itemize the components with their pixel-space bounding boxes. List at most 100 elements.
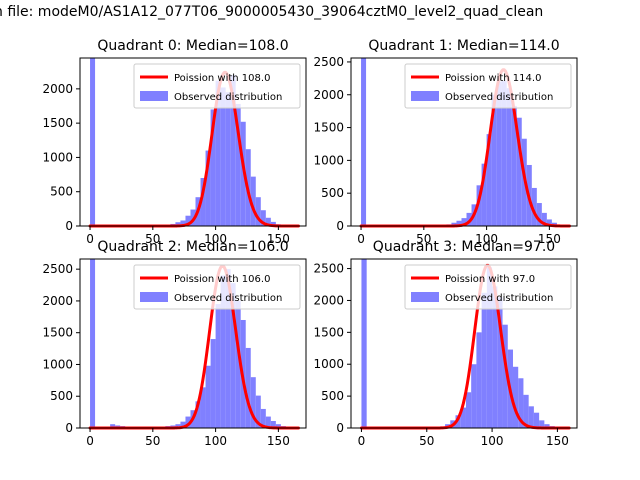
x-tick-label: 150: [267, 232, 290, 246]
histogram-bar: [185, 215, 191, 226]
x-tick-label: 0: [86, 232, 94, 246]
histogram-bar: [491, 94, 497, 226]
y-tick-label: 500: [50, 389, 73, 403]
histogram-bar: [90, 58, 96, 226]
histogram-bar: [501, 80, 507, 226]
histogram-bar: [456, 220, 462, 226]
axes-frame: [79, 57, 307, 227]
x-tick-label: 150: [538, 232, 561, 246]
histogram-bar: [486, 267, 493, 428]
y-tick-label: 1000: [313, 153, 344, 167]
y-tick-label: 2500: [313, 262, 344, 276]
histogram-bar: [215, 304, 221, 428]
legend-patch-swatch: [411, 292, 439, 302]
y-tick-label: 2000: [313, 88, 344, 102]
histogram-bar: [361, 58, 367, 226]
x-tick-label: 50: [145, 232, 160, 246]
x-tick-label: 50: [145, 434, 160, 448]
y-tick-label: 2000: [313, 293, 344, 307]
y-tick-label: 1000: [42, 150, 73, 164]
x-tick-label: 0: [86, 434, 94, 448]
y-tick-label: 500: [321, 389, 344, 403]
histogram-bar: [260, 408, 266, 428]
axes-frame: [350, 258, 578, 429]
histogram-bar: [225, 92, 231, 226]
histogram-bar: [361, 259, 367, 428]
histogram-bar: [476, 332, 482, 428]
subplot-title: Quadrant 2: Median=106.0: [97, 239, 288, 255]
x-tick-label: 50: [416, 232, 431, 246]
histogram-bar: [200, 178, 206, 226]
histogram-bar: [275, 424, 281, 428]
legend-patch-swatch: [140, 91, 168, 101]
x-tick-label: 100: [204, 232, 227, 246]
histogram-bar: [466, 212, 472, 227]
legend: Poission with 108.0 Observed distribution: [133, 63, 301, 109]
legend-entry-poisson: Poission with 106.0: [174, 274, 270, 285]
legend-entry-poisson: Poission with 114.0: [445, 73, 541, 84]
legend-entry-observed: Observed distribution: [174, 92, 282, 103]
histogram-bar: [486, 134, 492, 227]
y-tick-label: 1500: [313, 325, 344, 339]
y-tick-label: 2000: [42, 294, 73, 308]
x-tick-label: 150: [546, 434, 569, 448]
histogram-bar: [512, 366, 519, 428]
histogram-bar: [110, 424, 116, 428]
histogram-bar: [220, 275, 226, 428]
histogram-bar: [506, 88, 512, 226]
histogram-bar: [536, 203, 542, 226]
histogram-bar: [200, 387, 206, 428]
legend-patch-swatch: [411, 91, 439, 101]
histogram-bar: [546, 219, 552, 226]
histogram-bar: [511, 105, 517, 226]
subplot-title: Quadrant 0: Median=108.0: [97, 38, 288, 54]
histogram-bar: [502, 324, 508, 428]
y-tick-label: 1500: [313, 121, 344, 135]
histogram-bar: [205, 150, 211, 226]
histogram-bar: [175, 222, 181, 226]
histogram-bar: [185, 416, 191, 428]
histogram-bar: [255, 395, 261, 428]
legend-entry-poisson: Poission with 97.0: [445, 274, 535, 285]
x-tick-label: 100: [475, 232, 498, 246]
legend: Poission with 114.0 Observed distribution: [404, 63, 572, 109]
x-tick-label: 100: [481, 434, 504, 448]
x-tick-label: 0: [358, 434, 366, 448]
histogram-bar: [210, 339, 216, 428]
y-tick-label: 0: [65, 219, 73, 233]
histogram-bar: [250, 176, 256, 226]
legend-box: [133, 264, 301, 310]
histogram-bar: [175, 424, 181, 428]
legend: Poission with 106.0 Observed distribution: [133, 264, 301, 310]
histogram-bar: [180, 220, 186, 226]
y-tick-label: 1500: [42, 326, 73, 340]
histogram-bar: [180, 421, 186, 428]
histogram-bar: [492, 286, 498, 428]
y-tick-label: 500: [321, 186, 344, 200]
histogram-bar: [516, 117, 522, 226]
histogram-bar: [518, 378, 524, 428]
axes-frame: [79, 258, 307, 429]
y-tick-label: 1000: [313, 357, 344, 371]
histogram-bar: [230, 283, 236, 428]
histogram-bar: [451, 222, 457, 226]
y-tick-label: 0: [65, 421, 73, 435]
histogram-bar: [497, 297, 503, 428]
histogram-bar: [455, 415, 461, 428]
histogram-bar: [270, 421, 276, 428]
histogram-bar: [460, 407, 466, 428]
histogram-bar: [471, 364, 477, 428]
axes-frame: [350, 57, 578, 227]
histogram-bar: [531, 187, 537, 226]
histogram-bar: [220, 87, 226, 227]
x-tick-label: 50: [419, 434, 434, 448]
y-tick-label: 1000: [42, 357, 73, 371]
histogram-bar: [235, 103, 241, 226]
subplot-title: Quadrant 3: Median=97.0: [373, 239, 555, 255]
histogram-bar: [195, 401, 201, 428]
histogram-bar: [205, 365, 211, 428]
